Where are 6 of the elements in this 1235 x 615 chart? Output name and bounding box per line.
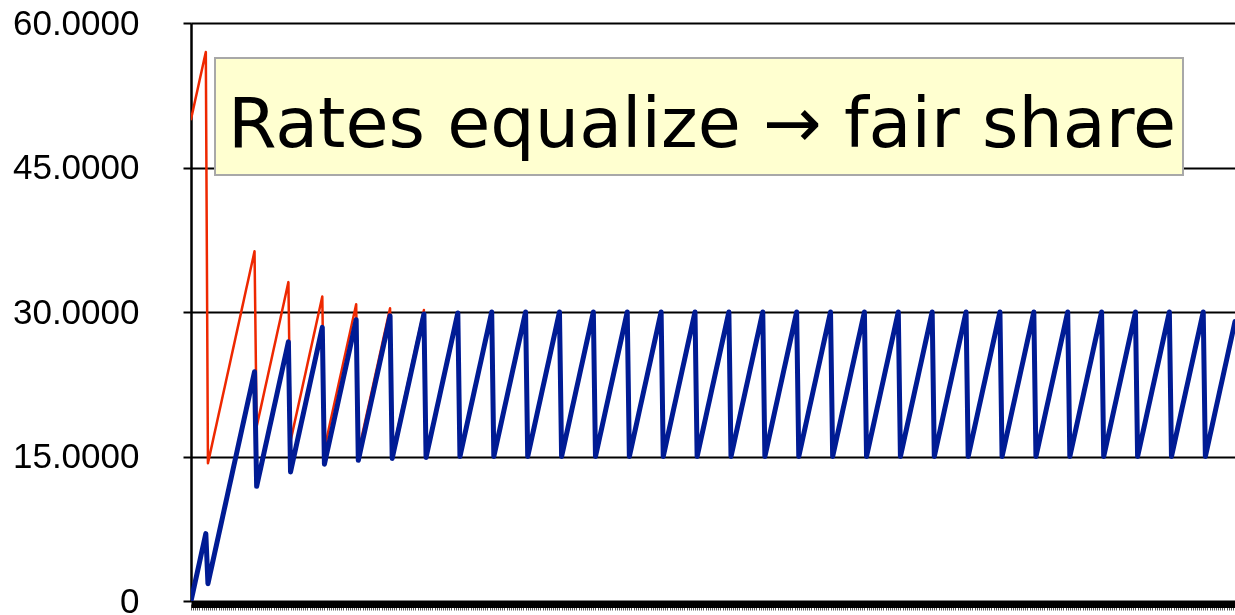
y-tick-label: 0 xyxy=(120,580,140,615)
y-tick-label: 45.0000 xyxy=(12,147,140,186)
y-tick-label: 15.0000 xyxy=(12,436,140,475)
y-tick-label: 30.0000 xyxy=(12,291,140,331)
y-tick-label: 60.0000 xyxy=(12,2,140,42)
annotation: Rates equalize → fair share xyxy=(228,82,1176,164)
